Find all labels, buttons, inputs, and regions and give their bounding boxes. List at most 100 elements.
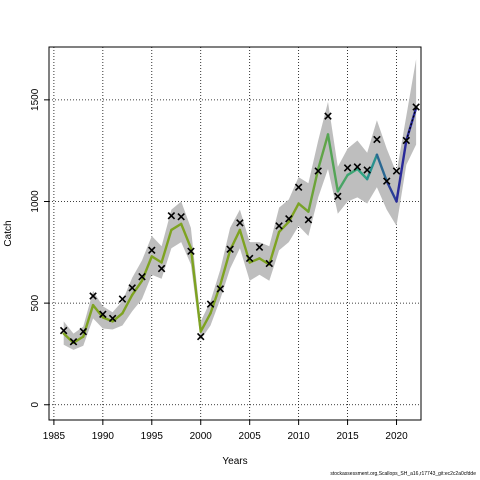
fit-line-segment [170,222,183,232]
fit-line-segment [346,167,359,177]
fit-line-segment [219,249,232,287]
observed-point [334,192,342,201]
plot-frame [48,46,422,421]
observed-point-stroke [226,245,234,254]
observed-point-stroke [255,243,264,251]
x-tick-label: 2010 [288,431,311,442]
fit-line-segment [317,133,330,171]
fit-line-segment [179,222,193,250]
observed-point [196,332,205,341]
fit-line-segment [287,202,300,224]
source-footer: stockassessment.org,Scallops_SH_a16,r177… [330,471,476,477]
observed-point [236,219,244,227]
y-tick-label: 1000 [30,190,41,213]
observed-point-stroke [157,264,166,273]
observed-point [255,243,264,251]
fit-line-segment [336,173,349,193]
fit-line-segment [268,230,281,266]
y-tick-label: 500 [30,294,41,311]
observed-point-stroke [118,295,127,303]
observed-point-stroke [294,183,303,192]
x-tick-label: 2015 [336,431,359,442]
observed-point-stroke [275,222,283,230]
x-tick-label: 1995 [141,431,164,442]
observed-point [108,314,117,323]
observed-point-stroke [373,135,381,144]
fitted-catch-line [62,106,418,344]
observed-point [216,285,225,293]
fit-line-segment [248,257,261,264]
observed-point [157,264,166,273]
observed-point-stroke [148,246,156,255]
fit-line-segment [258,257,271,266]
observed-point [177,212,185,221]
fit-line-segment [189,247,202,333]
observed-point [294,183,303,192]
fit-line-segment [72,335,85,344]
observed-point [265,259,274,268]
observed-point-stroke [128,284,136,292]
grid [49,47,421,420]
observed-point-stroke [304,216,313,224]
observed-point [324,112,332,120]
fit-line-segment [375,153,388,183]
observed-point-stroke [412,103,420,111]
x-tick-label: 2005 [239,431,262,442]
y-tick-label: 1500 [30,88,41,111]
observed-point [314,167,322,175]
observed-point-stroke [89,292,97,300]
observed-point [206,300,215,308]
fit-line-segment [365,153,379,181]
observed-point-stroke [285,214,293,223]
fit-line-segment [121,293,134,315]
observed-point-stroke [314,167,322,175]
fit-line-segment [326,133,339,193]
fit-line-segment [131,279,144,297]
confidence-band-area [63,59,417,350]
observed-point [99,310,107,319]
observed-point-stroke [69,337,78,346]
fit-line-segment [385,179,398,203]
observed-point-stroke [216,285,225,293]
observed-point-stroke [79,327,88,336]
observed-point-stroke [236,219,244,227]
observed-point-stroke [334,192,342,201]
observed-point [167,211,176,220]
observed-point [79,327,88,336]
observed-point [363,166,371,174]
observed-point [373,135,381,144]
y-axis-label: Catch [3,220,14,246]
fit-line-segment [199,312,212,333]
x-tick-label: 2020 [385,431,408,442]
observed-point [353,163,362,171]
fit-line-segment [277,220,291,234]
observed-point [402,136,411,145]
observed-point [392,167,401,175]
observed-point [275,222,283,230]
fit-line-segment [395,139,408,203]
observed-point [343,164,352,172]
observed-point-stroke [196,332,205,341]
observed-point-stroke [59,326,68,335]
observed-point-stroke [265,259,274,268]
projection-dotted-line [405,107,417,141]
observed-point-stroke [343,164,352,172]
fit-line-segment [307,167,320,213]
observed-point [382,177,391,185]
observed-point-stroke [392,167,401,175]
fit-line-segment [297,202,310,213]
x-tick-label: 1990 [92,431,115,442]
observed-point [304,216,313,224]
observed-point-stroke [245,254,254,263]
observed-point-stroke [363,166,371,174]
confidence-band [63,59,417,350]
observed-point-stroke [138,272,146,281]
observed-point-stroke [353,163,362,171]
observed-point-stroke [206,300,215,308]
observed-point-stroke [167,211,176,220]
fit-line-segment [160,228,173,264]
observed-point [69,337,78,346]
observed-point [138,272,146,281]
observed-point [118,295,127,303]
x-axis-label: Years [222,456,247,467]
